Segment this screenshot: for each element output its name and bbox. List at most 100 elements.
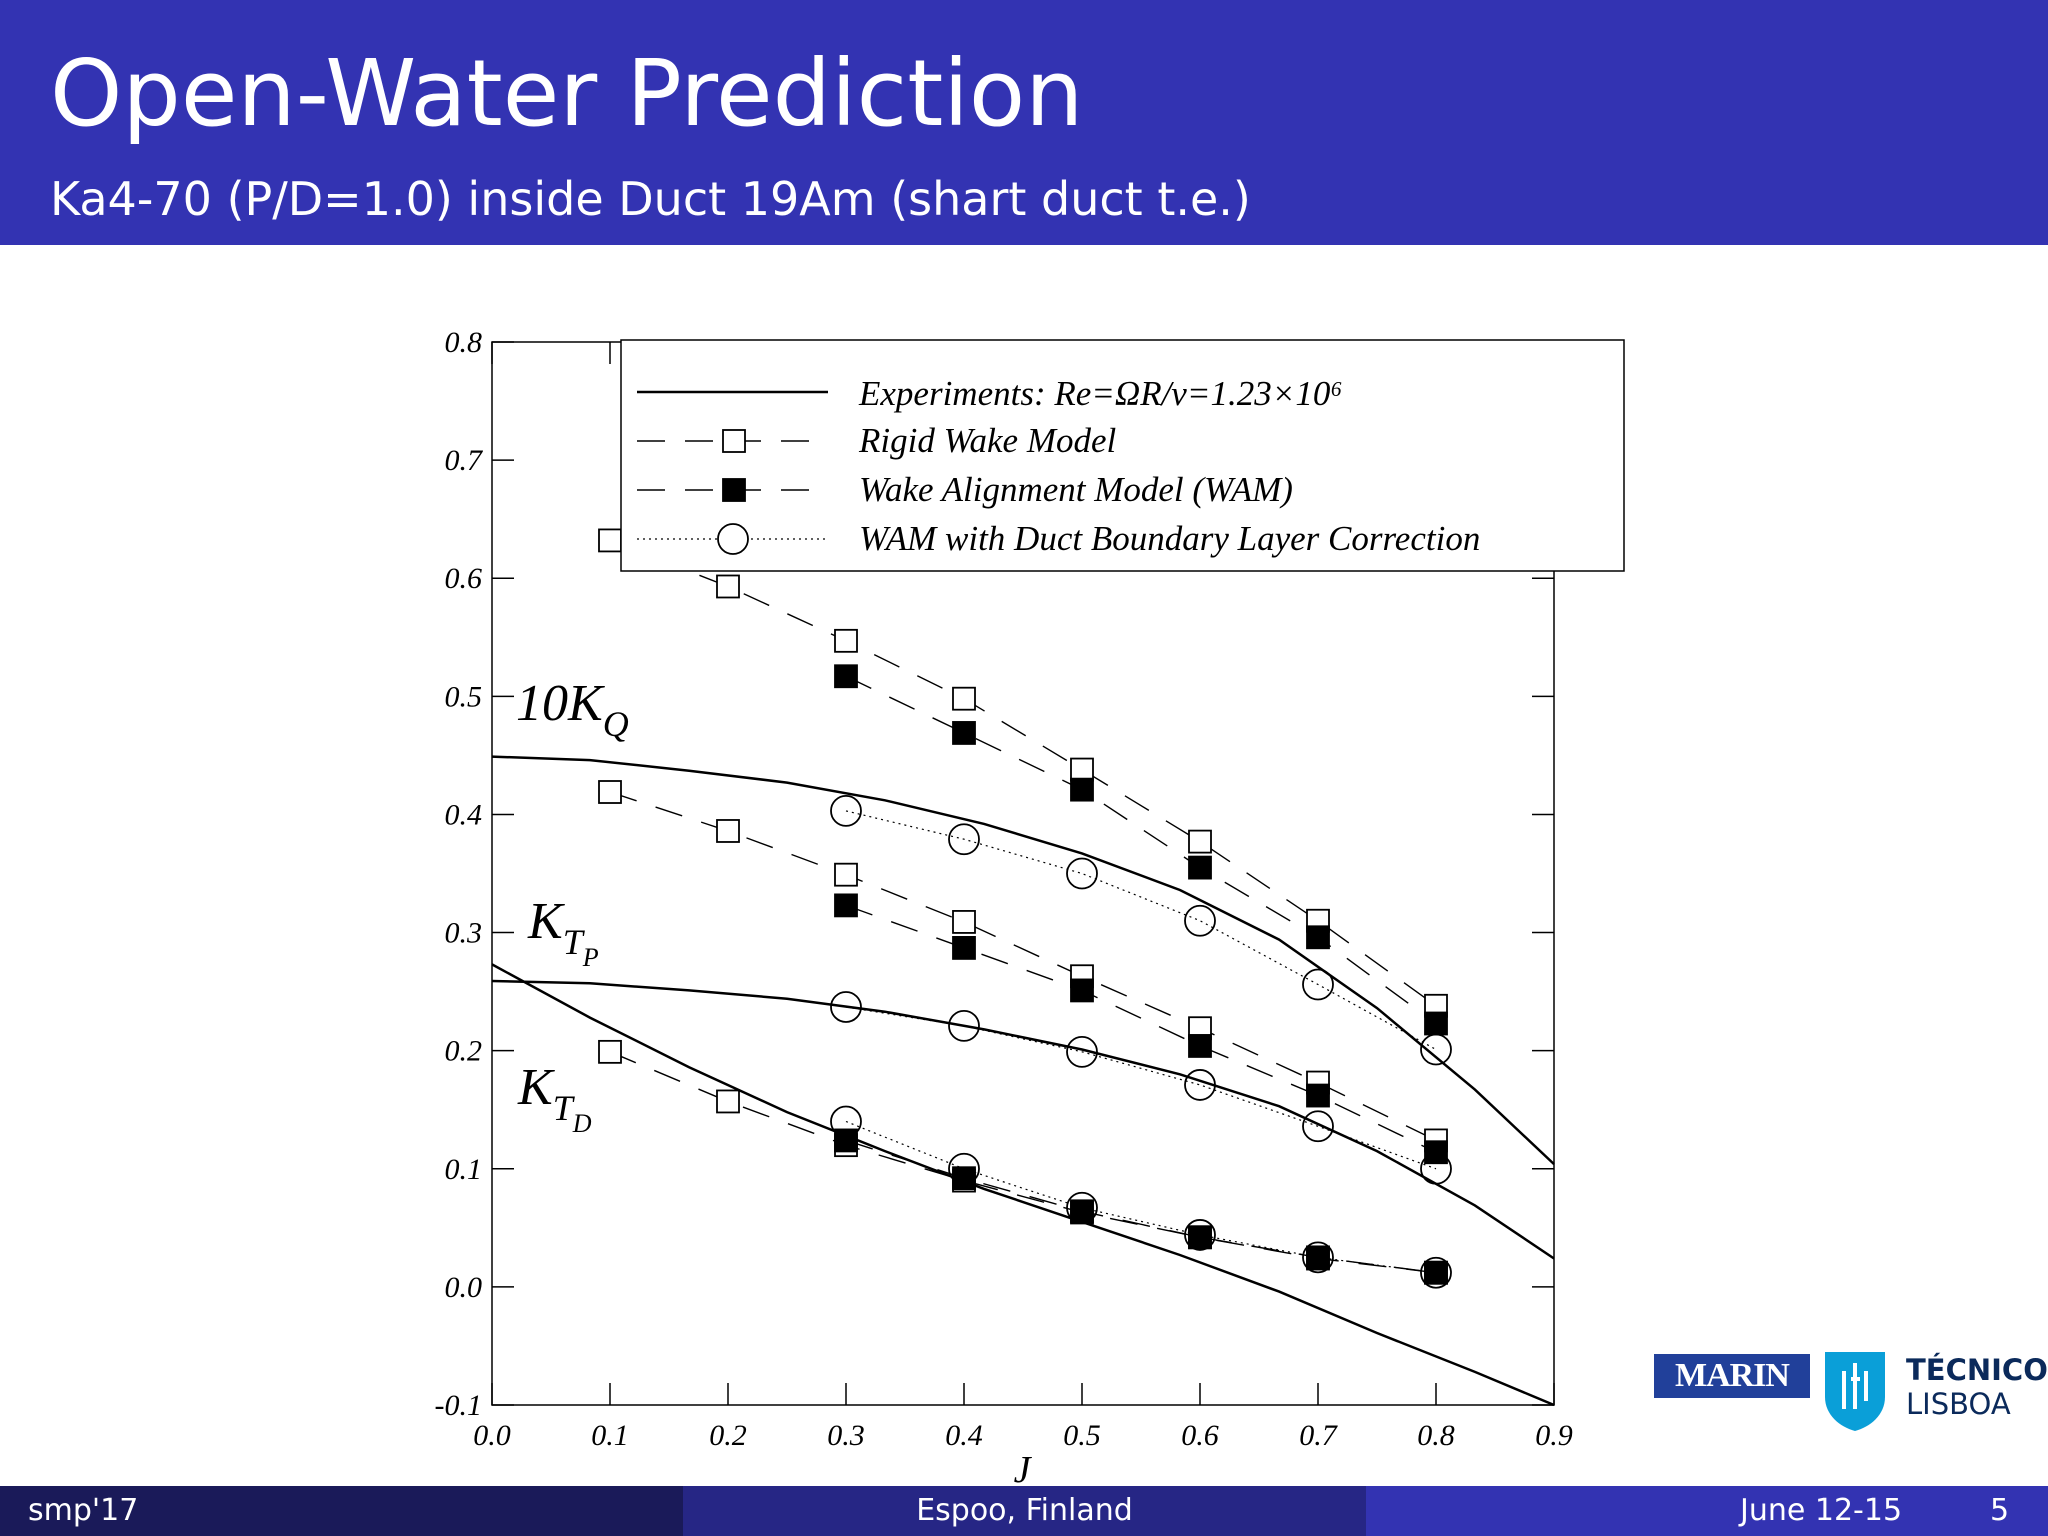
x-tick-label: 0.8	[1417, 1419, 1455, 1452]
legend-marker-rigid	[722, 429, 746, 453]
y-tick-label: 0.6	[445, 562, 483, 595]
data-point-filled-square	[1070, 1199, 1094, 1224]
data-point-filled-square	[1424, 1140, 1448, 1165]
footer: smp'17 Espoo, Finland June 12-15 5	[0, 1486, 2048, 1536]
legend-label-rigid: Rigid Wake Model	[858, 421, 1116, 460]
data-point-circle	[1066, 1035, 1098, 1068]
data-point-filled-square	[1306, 1083, 1330, 1108]
data-point-circle	[948, 1152, 980, 1185]
tecnico-logo-line1: TÉCNICO	[1906, 1353, 2048, 1387]
y-tick-label: -0.1	[435, 1389, 483, 1422]
data-point-filled-square	[1424, 1011, 1448, 1036]
tecnico-shield-icon	[1825, 1352, 1885, 1431]
series-line	[845, 904, 1437, 1153]
data-point-open-square	[716, 819, 740, 843]
data-point-circle	[830, 795, 862, 827]
series-line	[845, 810, 1437, 1051]
curve-label-kq: 10KQ	[516, 675, 629, 744]
data-point-circle	[1420, 1256, 1452, 1289]
x-tick-label: 0.0	[473, 1419, 511, 1452]
legend-label-wam: Wake Alignment Model (WAM)	[859, 470, 1293, 509]
data-point-circle	[1066, 857, 1098, 890]
data-point-filled-square	[1306, 925, 1330, 950]
data-point-circle	[1302, 1241, 1334, 1274]
y-tick-label: 0.2	[445, 1035, 483, 1068]
data-point-open-square	[952, 910, 976, 934]
legend-marker-wam	[722, 478, 746, 502]
series-line	[845, 1139, 1437, 1274]
axis-ticks	[491, 341, 1555, 1406]
data-point-circle	[1184, 1069, 1216, 1101]
footer-page-number: 5	[1990, 1493, 2010, 1528]
x-tick-label: 0.5	[1063, 1419, 1101, 1452]
series-line	[609, 539, 1437, 1007]
data-point-filled-square	[1306, 1246, 1330, 1271]
footer-center: Espoo, Finland	[683, 1486, 1366, 1536]
y-tick-label: 0.0	[445, 1271, 483, 1304]
data-point-open-square	[598, 1039, 622, 1064]
legend-label-experiments: Experiments: Re=ΩR/ν=1.23×10⁶	[858, 374, 1343, 413]
y-tick-label: 0.4	[445, 798, 483, 831]
data-point-open-square	[598, 528, 622, 553]
series-line	[491, 755, 1555, 1166]
y-tick-labels: -0.1 0.0 0.1 0.2 0.3 0.4 0.5 0.6 0.7 0.8	[435, 326, 485, 1422]
data-point-circle	[1302, 1110, 1334, 1143]
data-point-circle	[1066, 1191, 1098, 1224]
data-point-circle	[948, 823, 980, 856]
footer-date: June 12-15	[1740, 1493, 1903, 1528]
marker-layer	[598, 528, 1452, 1289]
footer-right: June 12-15 5	[1366, 1486, 2048, 1536]
series-line	[609, 791, 1437, 1142]
y-tick-label: 0.1	[445, 1153, 483, 1186]
data-point-circle	[1420, 1033, 1452, 1066]
x-tick-label: 0.2	[709, 1419, 747, 1452]
legend-box	[620, 339, 1625, 572]
data-point-circle	[948, 1009, 980, 1042]
footer-location: Espoo, Finland	[916, 1493, 1133, 1528]
y-tick-label: 0.5	[445, 680, 483, 713]
slide-title: Open-Water Prediction	[50, 40, 1084, 147]
data-point-filled-square	[1070, 978, 1094, 1003]
footer-event: smp'17	[28, 1493, 139, 1528]
data-point-circle	[830, 1105, 862, 1138]
data-point-circle	[1184, 1219, 1216, 1251]
curve-label-ktd: KTD	[517, 1059, 592, 1138]
data-point-filled-square	[952, 936, 976, 960]
legend-marker-wam-bl	[717, 523, 749, 555]
data-point-filled-square	[834, 1128, 858, 1153]
data-point-open-square	[952, 686, 976, 711]
data-point-filled-square	[1188, 855, 1212, 880]
x-tick-label: 0.3	[827, 1419, 865, 1452]
data-point-circle	[1184, 904, 1216, 937]
x-tick-label: 0.7	[1299, 1419, 1339, 1452]
data-point-open-square	[716, 574, 740, 599]
x-tick-label: 0.6	[1181, 1419, 1219, 1452]
data-point-open-square	[834, 862, 858, 887]
x-tick-label: 0.4	[945, 1419, 983, 1452]
slide-header: Open-Water Prediction Ka4-70 (P/D=1.0) i…	[0, 0, 2048, 245]
data-point-filled-square	[952, 1166, 976, 1191]
x-tick-label: 0.1	[591, 1419, 629, 1452]
x-tick-label: 0.9	[1535, 1419, 1573, 1452]
data-point-open-square	[1188, 829, 1212, 854]
data-point-circle	[830, 991, 862, 1023]
legend: Experiments: Re=ΩR/ν=1.23×10⁶ Rigid Wake…	[620, 339, 1625, 572]
data-point-filled-square	[1188, 1225, 1212, 1250]
series-line	[845, 675, 1437, 1025]
data-point-filled-square	[834, 664, 858, 689]
data-point-open-square	[834, 628, 858, 653]
data-point-open-square	[716, 1089, 740, 1114]
marin-logo: MARIN	[1654, 1354, 1810, 1398]
footer-left: smp'17	[0, 1486, 683, 1536]
data-point-filled-square	[952, 721, 976, 745]
y-tick-label: 0.8	[445, 326, 483, 359]
series-line	[609, 1051, 1437, 1274]
data-point-filled-square	[1188, 1034, 1212, 1058]
x-axis-label: J	[1014, 1449, 1033, 1491]
marin-logo-text: MARIN	[1675, 1357, 1790, 1394]
tecnico-logo-line2: LISBOA	[1906, 1387, 2011, 1421]
series-line	[845, 1006, 1437, 1170]
data-point-open-square	[598, 780, 622, 804]
series-line	[491, 979, 1555, 1260]
